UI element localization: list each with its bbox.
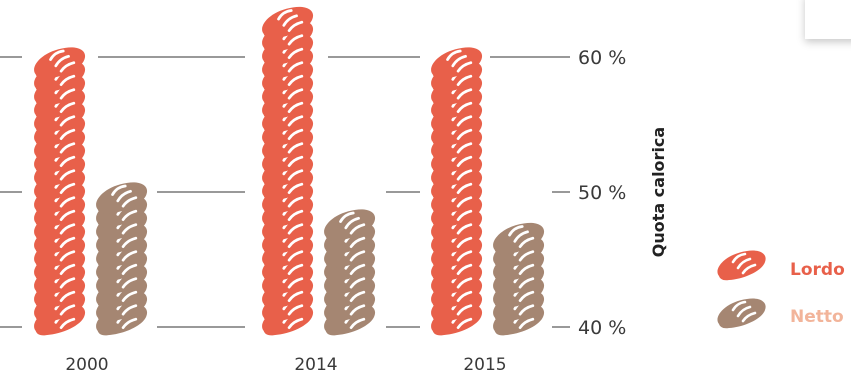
legend-lordo-label: Lordo bbox=[790, 260, 845, 280]
x-category-label-2015: 2015 bbox=[463, 355, 506, 375]
x-category-label-2014: 2014 bbox=[294, 355, 337, 375]
y-tick-label-40: 40 % bbox=[578, 317, 626, 339]
legend-lordo-icon bbox=[716, 249, 767, 282]
gridlines bbox=[0, 56, 570, 328]
x-category-labels: 2000 2014 2015 bbox=[65, 355, 506, 375]
y-tick-label-50: 50 % bbox=[578, 182, 626, 204]
y-axis-title: Quota calorica bbox=[649, 127, 668, 257]
corner-panel bbox=[805, 0, 851, 39]
x-category-label-2000: 2000 bbox=[65, 355, 108, 375]
legend: Lordo Netto bbox=[716, 249, 845, 330]
legend-netto-icon bbox=[716, 297, 767, 330]
y-tick-label-60: 60 % bbox=[578, 47, 626, 69]
legend-netto-label: Netto bbox=[790, 307, 844, 327]
pictogram-icons bbox=[32, 5, 546, 337]
y-tick-labels: 40 % 50 % 60 % bbox=[578, 47, 626, 339]
